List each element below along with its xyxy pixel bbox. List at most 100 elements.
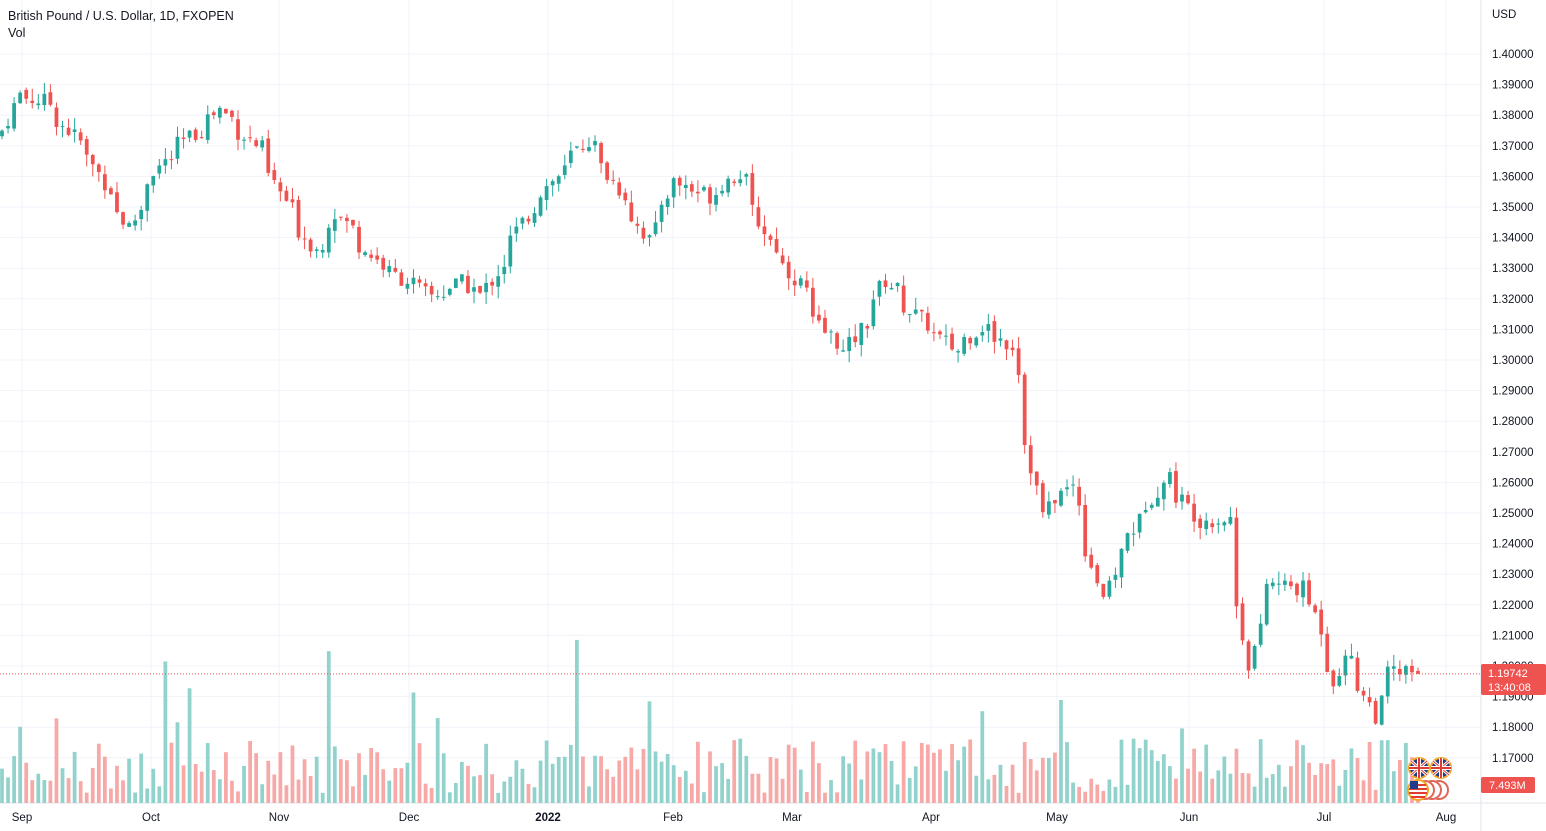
volume-bar: [357, 753, 361, 803]
candle-body: [453, 278, 458, 288]
candle-body: [1270, 582, 1275, 587]
candle-body: [986, 324, 991, 331]
last-price-badge: 1.19742 13:40:08: [1481, 664, 1546, 695]
price-tick-label: 1.30000: [1492, 355, 1534, 367]
volume-bar: [986, 779, 991, 803]
volume-bar: [36, 773, 41, 803]
gbp-flag-icon[interactable]: [1430, 757, 1452, 779]
volume-bar: [1276, 764, 1281, 803]
volume-bar: [1337, 785, 1342, 803]
price-tick-label: 1.24000: [1492, 539, 1534, 551]
currency-flags[interactable]: [1407, 757, 1452, 801]
volume-bar: [320, 792, 325, 803]
candle-body: [447, 288, 452, 295]
candle-body: [538, 197, 543, 216]
volume-bar: [956, 760, 960, 803]
volume-bar: [1404, 742, 1408, 803]
volume-bar: [823, 792, 827, 803]
candle-body: [72, 129, 77, 132]
candle-body: [109, 188, 113, 195]
candle-body: [889, 287, 894, 290]
price-tick-label: 1.34000: [1492, 233, 1534, 245]
volume-legend[interactable]: Vol: [8, 26, 26, 40]
volume-bar: [169, 742, 174, 803]
candle-body: [750, 173, 755, 205]
candle-body: [907, 314, 912, 316]
candle-body: [1337, 676, 1342, 686]
volume-bar: [1295, 740, 1299, 803]
candle-body: [490, 281, 495, 286]
candle-body: [24, 89, 29, 99]
candle-body: [78, 132, 83, 141]
candle-body: [532, 213, 537, 223]
volume-bar: [895, 784, 900, 803]
usd-flag-icon[interactable]: [1407, 779, 1449, 801]
volume-bar: [260, 784, 265, 803]
candle-body: [1010, 347, 1015, 351]
price-tick-label: 1.37000: [1492, 141, 1534, 153]
volume-bar: [1107, 779, 1112, 803]
price-tick-label: 1.25000: [1492, 508, 1534, 520]
volume-bar: [998, 764, 1003, 803]
candle-body: [653, 222, 658, 235]
candle-body: [689, 184, 694, 192]
volume-bar: [375, 752, 380, 803]
price-tick-label: 1.32000: [1492, 294, 1534, 306]
volume-bar: [1125, 784, 1130, 803]
volume-bar: [460, 761, 464, 803]
price-tick-label: 1.31000: [1492, 324, 1534, 336]
candle-body: [1367, 697, 1372, 703]
candlestick-pane[interactable]: [0, 83, 1420, 726]
candle-body: [1331, 670, 1336, 687]
candle-body: [90, 154, 95, 165]
volume-bar: [508, 776, 513, 803]
candle-body: [1210, 523, 1215, 528]
candle-body: [205, 114, 210, 140]
volume-bar: [242, 765, 246, 803]
volume-bar: [399, 768, 404, 803]
volume-bar: [1361, 780, 1366, 803]
candle-body: [581, 148, 585, 150]
time-axis-label: Nov: [269, 812, 290, 824]
gbp-flag-icon[interactable]: [1408, 757, 1430, 779]
volume-bar: [1349, 748, 1354, 803]
volume-bar: [387, 780, 392, 803]
volume-bar: [544, 740, 549, 803]
time-axis-label: May: [1046, 812, 1068, 824]
volume-bar: [1168, 766, 1172, 803]
candle-body: [623, 192, 628, 201]
volume-bar: [786, 744, 791, 803]
price-tick-label: 1.23000: [1492, 569, 1534, 581]
volume-bar: [526, 783, 531, 803]
price-tick-label: 1.36000: [1492, 171, 1534, 183]
candle-body: [1349, 655, 1354, 659]
symbol-legend[interactable]: British Pound / U.S. Dollar, 1D, FXOPEN: [8, 9, 234, 23]
volume-bar: [1373, 789, 1378, 803]
volume-bar: [1391, 771, 1396, 803]
candle-body: [0, 130, 4, 137]
time-axis[interactable]: Sep Oct Nov Dec 2022 Feb Mar Apr May Jun Jul Aug: [12, 812, 1456, 824]
price-tick-label: 1.22000: [1492, 600, 1534, 612]
candle-body: [568, 150, 573, 163]
candle-body: [1192, 503, 1196, 522]
candle-body: [817, 314, 821, 321]
candle-body: [762, 226, 767, 235]
volume-bar: [133, 792, 138, 803]
candle-body: [1325, 633, 1330, 672]
price-tick-label: 1.27000: [1492, 447, 1534, 459]
volume-bar: [60, 768, 65, 803]
candle-body: [393, 267, 398, 272]
volume-bar: [1204, 744, 1209, 803]
volume-bar: [193, 763, 198, 803]
volume-bar: [1331, 759, 1336, 803]
time-axis-label: 2022: [535, 812, 561, 824]
volume-bar: [78, 781, 83, 803]
volume-bar: [702, 792, 706, 803]
volume-bar: [708, 751, 712, 803]
candle-body: [962, 336, 967, 354]
volume-bar: [859, 779, 864, 803]
candle-body: [1258, 623, 1263, 645]
candle-body: [871, 299, 876, 327]
price-axis[interactable]: USD 1.400001.390001.380001.370001.360001…: [1481, 9, 1546, 793]
